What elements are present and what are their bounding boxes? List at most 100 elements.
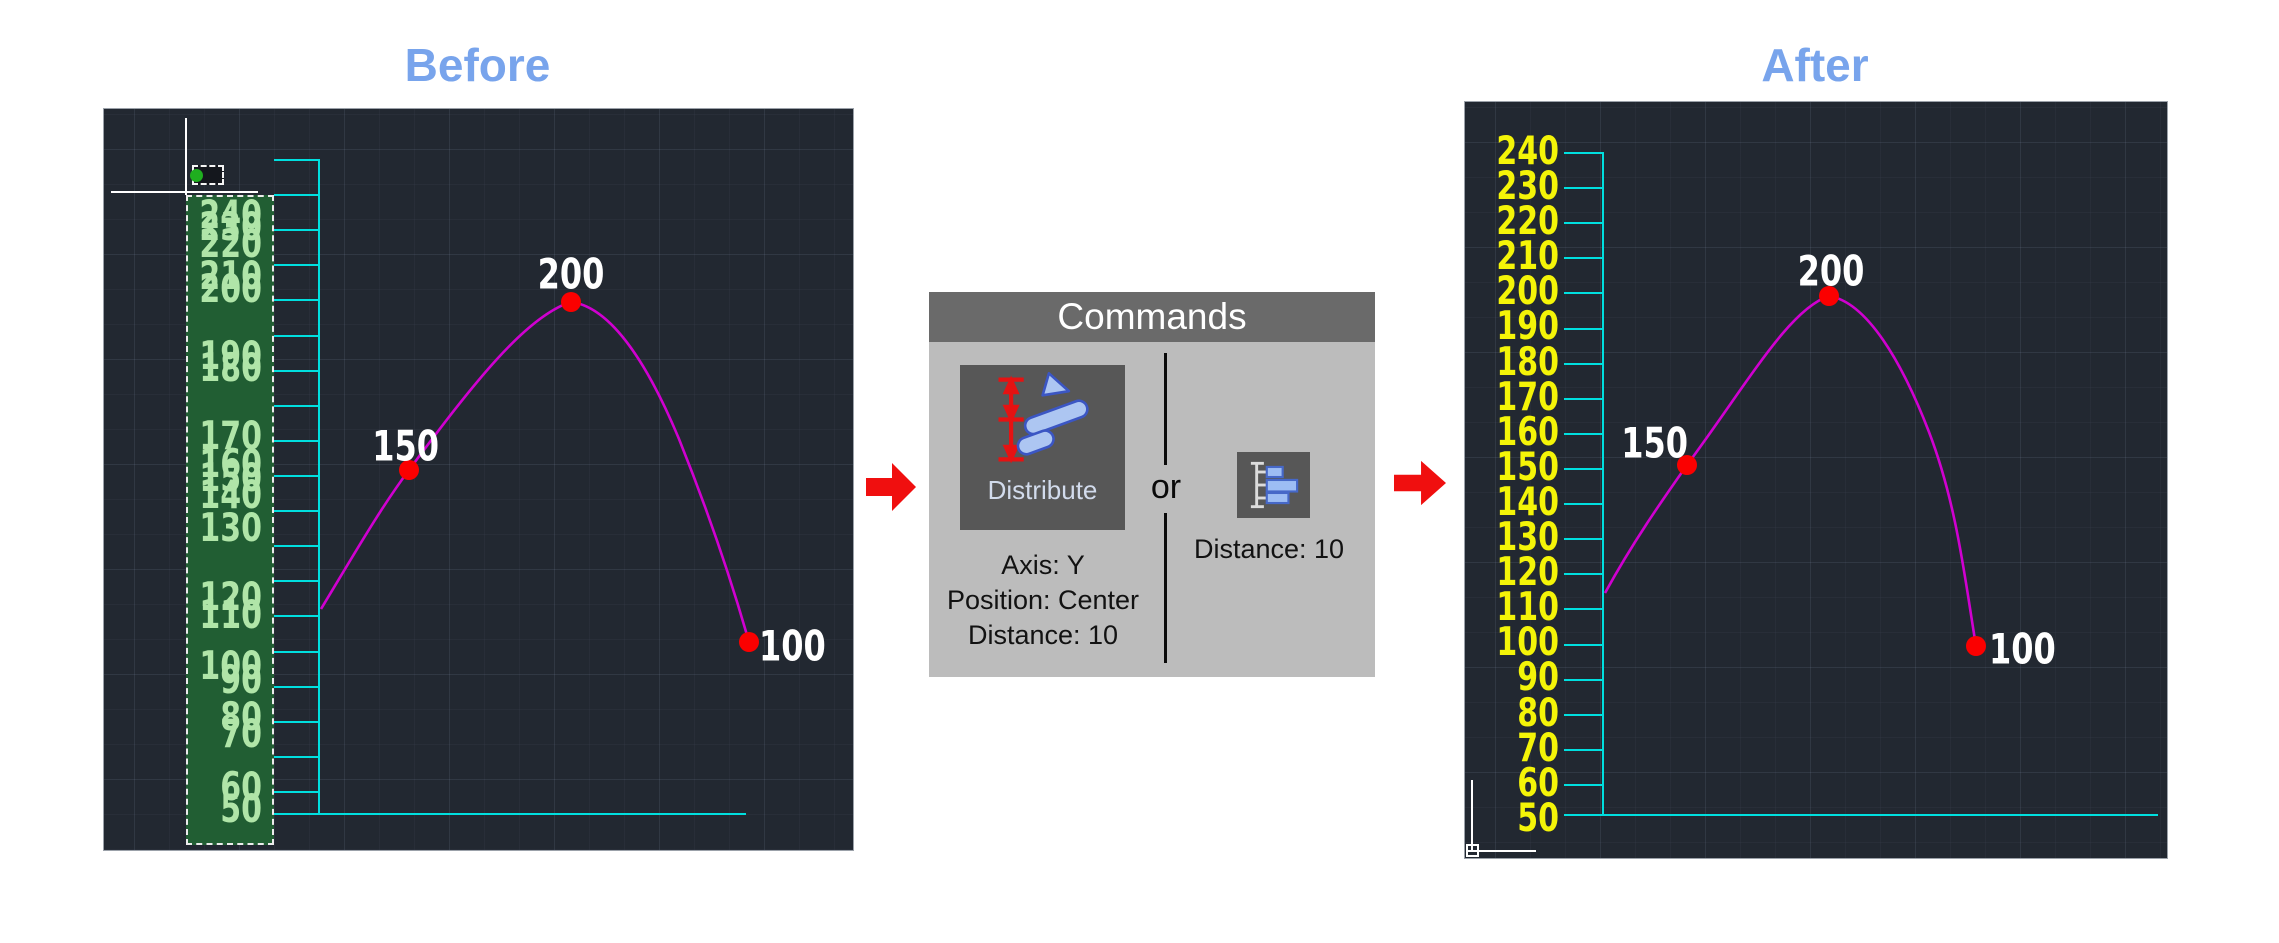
- point-100: [1966, 636, 1986, 656]
- distribute-button[interactable]: Distribute: [960, 365, 1125, 530]
- point-150: [399, 460, 419, 480]
- point-200: [1819, 286, 1839, 306]
- axis-label: 150: [199, 455, 262, 502]
- tick-mark: [274, 615, 319, 618]
- axis-label: 210: [199, 253, 262, 300]
- axis-label: 70: [1517, 725, 1559, 771]
- point-label-200: 200: [1797, 246, 1865, 296]
- before-ruler-line: [318, 159, 320, 815]
- axis-label: 120: [1496, 549, 1559, 596]
- magenta-curve: [319, 300, 751, 643]
- point-label-200: 200: [537, 249, 605, 299]
- axis-label: 140: [199, 472, 262, 519]
- tick-mark: [1564, 257, 1603, 260]
- tick-mark: [274, 474, 319, 477]
- tick-mark: [1564, 538, 1603, 541]
- point-100: [739, 632, 759, 652]
- tick-mark: [274, 439, 319, 442]
- tick-mark: [1564, 187, 1603, 190]
- axis-label: 50: [220, 786, 262, 833]
- commands-title: Commands: [1057, 296, 1247, 337]
- tick-mark: [1564, 643, 1603, 646]
- distribute-spacing-button[interactable]: [1237, 452, 1310, 518]
- tick-mark: [274, 510, 319, 513]
- axis-label: 70: [220, 711, 262, 758]
- tick-mark: [1564, 713, 1603, 716]
- or-label: or: [1150, 468, 1182, 506]
- axis-label: 120: [199, 574, 262, 621]
- distribute-options: Axis: Y Position: Center Distance: 10: [937, 548, 1149, 653]
- tick-mark: [1564, 573, 1603, 576]
- axis-label: 200: [199, 266, 262, 313]
- axis-label: 220: [199, 221, 262, 268]
- magenta-curve: [1603, 294, 1978, 647]
- before-ruler-ticks: [274, 159, 319, 793]
- ucs-icon-vertical: [1471, 780, 1473, 852]
- axis-label: 60: [220, 764, 262, 811]
- axis-label: 180: [199, 345, 262, 392]
- axis-label: 180: [1496, 339, 1559, 385]
- divider-top: [1164, 353, 1167, 465]
- point-200: [561, 292, 581, 312]
- axis-label: 100: [1496, 620, 1559, 666]
- before-curve-plot: [319, 292, 759, 652]
- option-position: Position: Center: [946, 585, 1140, 615]
- tick-mark: [1564, 397, 1603, 400]
- axis-label: 100: [199, 643, 262, 690]
- axis-label: 60: [1517, 760, 1559, 806]
- tick-mark: [274, 369, 319, 372]
- ucs-icon-origin-box: [1466, 844, 1479, 857]
- tick-mark: [1564, 432, 1603, 435]
- point-label-150: 150: [372, 421, 439, 471]
- distribute-spacing-icon: [1250, 461, 1299, 509]
- before-baseline: [271, 813, 746, 815]
- tick-mark: [1564, 222, 1603, 225]
- axis-label: 230: [199, 204, 262, 251]
- axis-label: 130: [199, 505, 262, 552]
- after-curve-plot: [1603, 286, 1986, 656]
- axis-label: 220: [1496, 198, 1559, 245]
- point-label-100: 100: [1989, 624, 2056, 674]
- green-grip-icon: [190, 169, 203, 182]
- axis-label: 240: [1496, 128, 1559, 175]
- after-baseline: [1564, 814, 2158, 816]
- axis-label: 140: [1496, 479, 1559, 526]
- distribute-objects-icon: [998, 371, 1089, 464]
- axis-label: 150: [1496, 444, 1559, 491]
- tick-mark: [274, 194, 319, 197]
- axis-label: 110: [199, 592, 262, 639]
- commands-panel-header: Commands: [929, 292, 1375, 342]
- axis-label: 80: [1517, 690, 1559, 736]
- point-150: [1677, 455, 1697, 475]
- commands-panel: Commands Distribute: [929, 292, 1375, 677]
- tick-mark: [274, 755, 319, 758]
- tick-mark: [274, 334, 319, 337]
- tick-mark: [274, 720, 319, 723]
- before-title: Before: [404, 39, 551, 91]
- tick-mark: [1564, 292, 1603, 295]
- tick-mark: [274, 159, 319, 161]
- tick-mark: [1564, 362, 1603, 365]
- before-cad-viewport: 240 230 220 210 200 190 180 170 160 150 140 130 120 1…: [103, 108, 854, 851]
- tick-mark: [1564, 783, 1603, 786]
- tick-mark: [274, 790, 319, 793]
- crosshair-vertical: [185, 118, 187, 195]
- after-cad-viewport: 240 230 220 210 200 190 180 170 160 150 140 130 120 1…: [1464, 101, 2168, 859]
- after-axis-label-column: 240 230 220 210 200 190 180 170 160 150 140 130 120 1…: [1471, 129, 1559, 841]
- point-label-100: 100: [759, 621, 826, 671]
- ucs-icon-horizontal: [1466, 850, 1536, 852]
- axis-label: 170: [1496, 374, 1559, 420]
- tick-mark: [1564, 327, 1603, 330]
- option-distance: Distance: 10: [967, 620, 1119, 650]
- axis-label: 200: [1496, 269, 1559, 315]
- axis-label: 90: [1517, 655, 1559, 701]
- point-label-150: 150: [1621, 418, 1688, 468]
- tick-mark: [274, 229, 319, 232]
- tick-mark: [1564, 503, 1603, 506]
- axis-label: 210: [1496, 234, 1559, 280]
- axis-label: 170: [199, 413, 262, 460]
- axis-label: 80: [220, 694, 262, 741]
- option-axis: Axis: Y: [1001, 550, 1085, 580]
- after-title: After: [1761, 39, 1869, 91]
- spacing-distance-option: Distance: 10: [1193, 534, 1345, 564]
